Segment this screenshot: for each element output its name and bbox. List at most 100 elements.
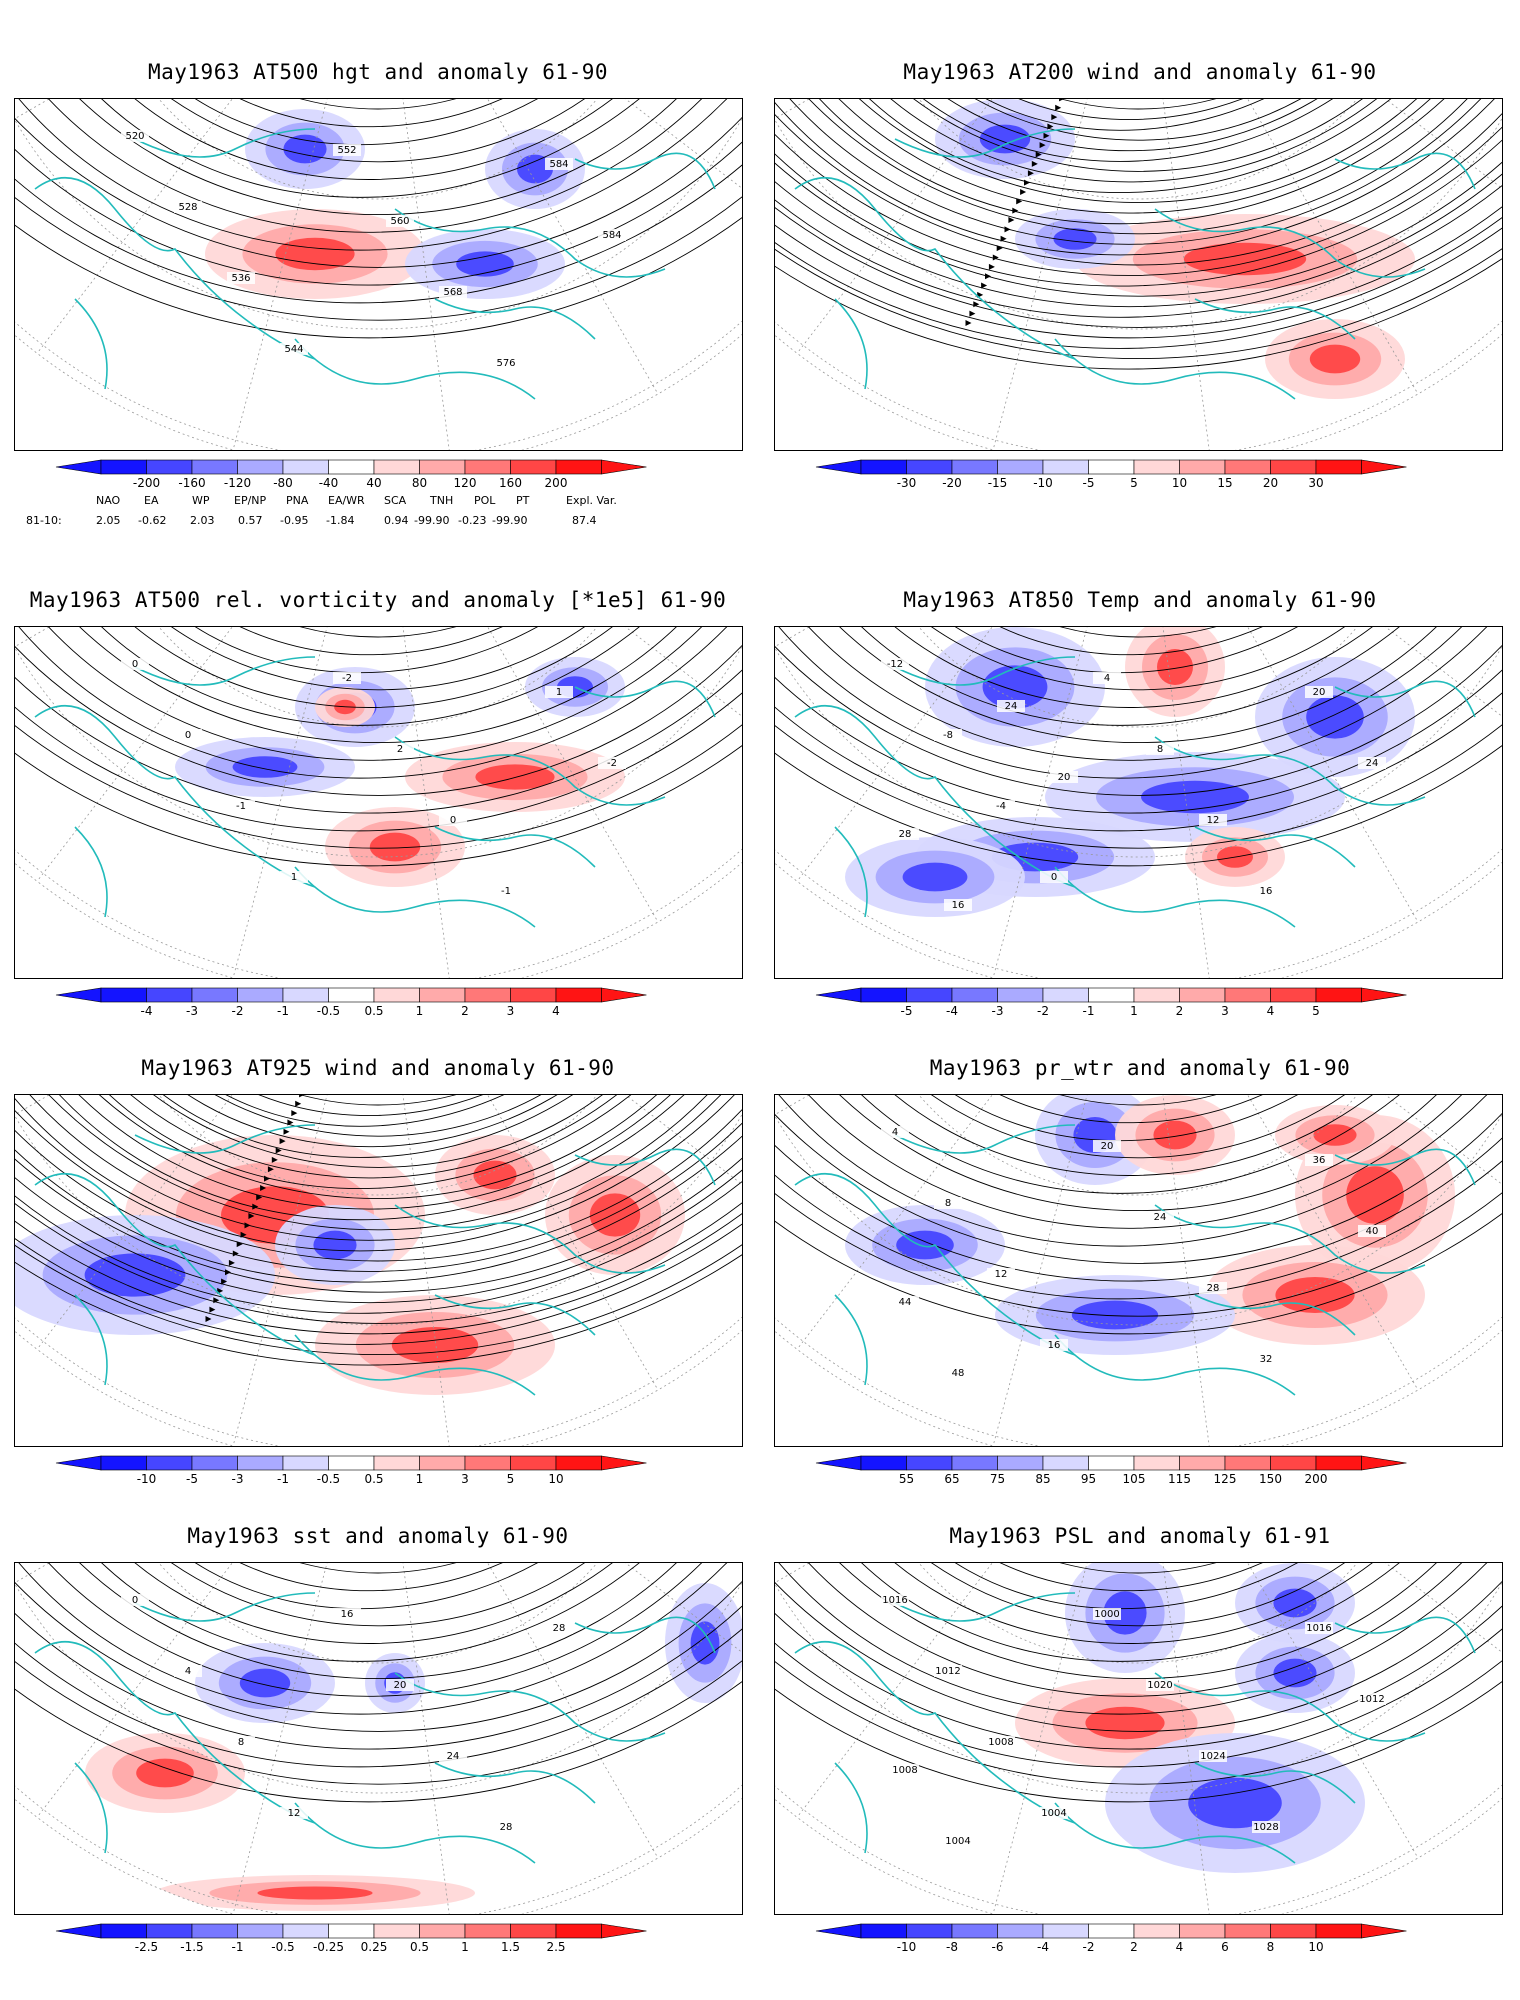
streamline bbox=[15, 1095, 742, 1262]
anomaly-blob bbox=[15, 1215, 275, 1335]
contour-line bbox=[887, 627, 1389, 638]
colorbar-tick-label: 1 bbox=[461, 1940, 469, 1954]
coastline bbox=[434, 1294, 596, 1336]
streamline bbox=[36, 1095, 720, 1179]
colorbar-segment bbox=[1179, 1923, 1226, 1939]
panel-title: May1963 AT925 wind and anomaly 61-90 bbox=[141, 1056, 615, 1080]
contour-label: 0 bbox=[450, 815, 456, 826]
map-domain bbox=[775, 1095, 1502, 1446]
colorbar-segment bbox=[1088, 987, 1135, 1003]
contour-label: 552 bbox=[337, 145, 356, 156]
contour-line bbox=[775, 1095, 1502, 1229]
contour-line bbox=[865, 1563, 1411, 1592]
coastline bbox=[574, 152, 716, 190]
contour-label: 24 bbox=[1005, 701, 1018, 712]
colorbar-segment bbox=[510, 1923, 557, 1939]
colorbar-tick-label: -80 bbox=[273, 476, 293, 490]
colorbar-segment bbox=[1270, 459, 1317, 475]
contour-line bbox=[775, 1095, 1502, 1317]
coastline bbox=[834, 298, 868, 390]
streamline-arrow bbox=[992, 254, 999, 261]
coastline bbox=[894, 128, 1076, 158]
contour-line bbox=[15, 99, 742, 286]
streamline bbox=[783, 99, 1493, 193]
streamline-arrow bbox=[1043, 132, 1050, 139]
colorbar-tick-label: -1 bbox=[277, 1004, 289, 1018]
anomaly-blob bbox=[315, 1295, 555, 1395]
colorbar-segment bbox=[146, 459, 193, 475]
streamline bbox=[822, 99, 1454, 162]
colorbar-segment bbox=[328, 987, 375, 1003]
coastline bbox=[134, 656, 316, 686]
coastline bbox=[794, 704, 1076, 888]
contour-label: 48 bbox=[952, 1368, 965, 1379]
coastline bbox=[1194, 826, 1356, 868]
contour-label: 44 bbox=[899, 1297, 912, 1308]
coastline bbox=[794, 1172, 1076, 1356]
colorbar-segment bbox=[191, 987, 238, 1003]
meridian-line bbox=[377, 1095, 452, 1446]
anomaly-blob bbox=[1235, 1563, 1355, 1643]
contour-label: 1028 bbox=[1253, 1822, 1278, 1833]
streamline-arrow bbox=[1039, 142, 1046, 149]
coastline bbox=[894, 656, 1076, 686]
streamline bbox=[775, 99, 1502, 276]
coastline bbox=[834, 1294, 868, 1386]
coastline bbox=[1194, 1294, 1356, 1336]
tc-header: Expl. Var. bbox=[566, 494, 617, 507]
coastline bbox=[294, 1802, 536, 1864]
streamline-arrow bbox=[240, 1231, 247, 1238]
colorbar-arrow-left bbox=[815, 987, 862, 1003]
colorbar-tick-label: -15 bbox=[988, 476, 1008, 490]
colorbar-tick-label: 1 bbox=[416, 1472, 424, 1486]
contour-label: 1020 bbox=[1147, 1680, 1172, 1691]
contour-line bbox=[61, 99, 695, 163]
tc-value: -0.62 bbox=[138, 514, 167, 527]
contour-line bbox=[775, 1563, 1502, 1732]
colorbar-segment bbox=[282, 987, 329, 1003]
colorbar-tick-label: -3 bbox=[232, 1472, 244, 1486]
contour-label: 24 bbox=[1366, 758, 1379, 769]
contour-line bbox=[775, 627, 1502, 761]
anomaly-blob bbox=[405, 229, 565, 299]
colorbar-segment bbox=[100, 459, 147, 475]
colorbar-tick-label: 5 bbox=[1312, 1004, 1320, 1018]
coastline bbox=[34, 1172, 316, 1356]
colorbar-segment bbox=[1315, 459, 1362, 475]
map-vort500: 0 0 -1 1 -2 2 0 -1 1 -2 bbox=[14, 626, 743, 979]
contour-line bbox=[105, 99, 651, 128]
colorbar-tick-label: -3 bbox=[992, 1004, 1004, 1018]
colorbar-segment bbox=[997, 1455, 1044, 1471]
latitude-circle bbox=[87, 627, 669, 728]
coastline bbox=[894, 1592, 1076, 1622]
colorbar-segment bbox=[282, 1455, 329, 1471]
tc-header: TNH bbox=[430, 494, 454, 507]
colorbar-arrow-left bbox=[55, 1923, 102, 1939]
colorbar-arrow-left bbox=[55, 987, 102, 1003]
colorbar-tick-label: 4 bbox=[552, 1004, 560, 1018]
streamline-arrow bbox=[1027, 170, 1034, 177]
colorbar-tick-label: -2.5 bbox=[135, 1940, 158, 1954]
coastline bbox=[574, 680, 716, 718]
coastline bbox=[294, 1334, 536, 1396]
map-domain bbox=[775, 99, 1502, 450]
colorbar-tick-label: 0.5 bbox=[364, 1004, 383, 1018]
contour-label: 20 bbox=[1313, 687, 1326, 698]
anomaly-blob bbox=[1115, 1095, 1235, 1175]
colorbar-wind925: -10 -5 -3 -1 -0.5 0.5 1 3 5 10 bbox=[55, 1454, 706, 1488]
colorbar-tick-label: 10 bbox=[1172, 476, 1187, 490]
colorbar-segment bbox=[555, 459, 602, 475]
streamline-arrow bbox=[1031, 160, 1038, 167]
colorbar-segment bbox=[100, 1923, 147, 1939]
meridian-line bbox=[1137, 627, 1212, 978]
colorbar-tick-label: 200 bbox=[545, 476, 568, 490]
panel-wind925: May1963 AT925 wind and anomaly 61-90 -10… bbox=[10, 1056, 746, 1496]
colorbar-segment bbox=[1224, 1923, 1271, 1939]
colorbar-tick-label: 105 bbox=[1123, 1472, 1146, 1486]
contour-label: 28 bbox=[500, 1822, 513, 1833]
tc-header: PNA bbox=[286, 494, 309, 507]
streamline-arrow bbox=[236, 1241, 243, 1248]
contour-line bbox=[775, 627, 1502, 744]
anomaly-blob bbox=[275, 1205, 395, 1285]
colorbar-tick-label: 150 bbox=[1259, 1472, 1282, 1486]
